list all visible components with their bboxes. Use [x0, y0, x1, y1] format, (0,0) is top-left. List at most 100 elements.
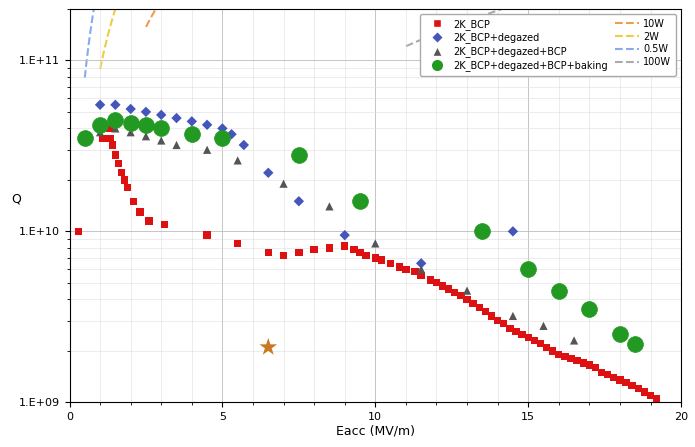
2K_BCP: [293, 249, 304, 256]
2K_BCP: [107, 141, 118, 148]
Legend: 2K_BCP, 2K_BCP+degazed, 2K_BCP+degazed+BCP, 2K_BCP+degazed+BCP+baking, 10W, 2W, : 2K_BCP, 2K_BCP+degazed, 2K_BCP+degazed+B…: [420, 14, 676, 76]
10W: [144, 21, 152, 26]
2K_BCP: [116, 169, 127, 177]
Y-axis label: Q: Q: [11, 193, 21, 206]
2K_BCP+degazed: [95, 101, 106, 108]
2K_BCP: [492, 317, 503, 325]
2K_BCP: [437, 282, 448, 289]
2K_BCP: [425, 276, 436, 283]
10W: [142, 24, 150, 30]
2K_BCP+degazed: [339, 232, 350, 239]
2K_BCP: [370, 254, 381, 261]
2K_BCP: [614, 376, 626, 384]
2K_BCP+degazed+BCP: [278, 180, 289, 187]
2K_BCP+degazed+BCP+baking: [110, 116, 121, 123]
2K_BCP+degazed: [238, 141, 250, 148]
2K_BCP: [400, 266, 411, 273]
2K_BCP: [263, 249, 274, 256]
2K_BCP: [510, 328, 521, 335]
2K_BCP: [498, 320, 509, 327]
2K_BCP+degazed+BCP: [232, 157, 243, 164]
2K_BCP: [639, 388, 650, 396]
0.5W: [81, 75, 89, 80]
2K_BCP+degazed+BCP+baking: [156, 125, 167, 132]
2K_BCP+degazed: [507, 228, 518, 235]
2K_BCP: [128, 198, 139, 205]
2K_BCP: [158, 221, 170, 228]
2K_BCP: [416, 272, 427, 279]
2K_BCP+degazed+BCP+baking: [584, 306, 595, 313]
2K_BCP+degazed+BCP+baking: [125, 119, 136, 127]
2W: [98, 57, 106, 63]
2K_BCP+degazed+BCP+baking: [523, 266, 534, 273]
Line: 10W: 10W: [146, 0, 681, 27]
2K_BCP: [394, 263, 405, 270]
2K_BCP: [278, 252, 289, 259]
2K_BCP+degazed+BCP: [140, 133, 152, 140]
2K_BCP: [535, 340, 546, 347]
2K_BCP+degazed+BCP: [171, 141, 182, 148]
2K_BCP: [232, 240, 243, 247]
2K_BCP+degazed+BCP+baking: [95, 121, 106, 128]
2K_BCP+degazed: [202, 121, 213, 128]
2K_BCP+degazed: [110, 101, 121, 108]
2K_BCP+degazed+BCP+baking: [140, 121, 152, 128]
2K_BCP+degazed+BCP: [110, 125, 121, 132]
2K_BCP: [584, 362, 595, 369]
2K_BCP: [119, 176, 130, 183]
2K_BCP: [559, 353, 571, 360]
2K_BCP: [449, 289, 460, 296]
2K_BCP: [443, 286, 455, 293]
2K_BCP: [627, 382, 638, 389]
Line: 0.5W: 0.5W: [85, 0, 329, 78]
2K_BCP+degazed+BCP+baking: [186, 131, 197, 138]
2K_BCP: [621, 379, 632, 386]
2K_BCP+degazed+BCP+baking: [354, 198, 366, 205]
2K_BCP: [97, 135, 108, 142]
2K_BCP+degazed: [186, 118, 197, 125]
2K_BCP: [529, 337, 540, 344]
2K_BCP+degazed+BCP: [202, 146, 213, 153]
2K_BCP+degazed+BCP+baking: [79, 135, 90, 142]
2K_BCP: [651, 395, 662, 402]
2K_BCP+degazed+BCP: [324, 203, 335, 210]
2K_BCP: [632, 385, 644, 392]
2K_BCP: [645, 392, 656, 399]
2K_BCP: [324, 245, 335, 252]
2K_BCP+degazed: [226, 131, 237, 138]
X-axis label: Eacc (MV/m): Eacc (MV/m): [336, 425, 415, 438]
2K_BCP+degazed: [140, 108, 152, 115]
2K_BCP: [202, 232, 213, 239]
2K_BCP+degazed: [125, 105, 136, 113]
2K_BCP: [602, 371, 613, 378]
2K_BCP+degazed+BCP+baking: [553, 287, 564, 294]
2K_BCP: [309, 246, 320, 253]
2W: [96, 66, 104, 72]
2K_BCP: [110, 152, 121, 159]
2K_BCP: [547, 347, 558, 354]
0.5W: [81, 67, 90, 73]
2K_BCP: [590, 364, 601, 371]
2K_BCP: [143, 217, 154, 224]
2K_BCP+degazed+BCP+baking: [477, 228, 488, 235]
2K_BCP+degazed: [293, 198, 304, 205]
2K_BCP: [461, 296, 473, 303]
2K_BCP+degazed: [217, 125, 228, 132]
2K_BCP: [354, 249, 366, 256]
2K_BCP: [480, 308, 491, 315]
2K_BCP+degazed+BCP+baking: [217, 135, 228, 142]
2K_BCP+degazed: [263, 169, 274, 177]
2K_BCP: [608, 374, 619, 381]
2K_BCP+degazed+BCP: [569, 337, 580, 344]
2K_BCP+degazed+BCP: [461, 287, 473, 294]
2K_BCP+degazed+BCP: [538, 322, 549, 329]
2K_BCP: [339, 243, 350, 250]
2K_BCP: [505, 325, 516, 332]
2K_BCP+degazed+BCP: [156, 137, 167, 144]
2K_BCP: [105, 135, 116, 142]
2K_BCP: [73, 228, 84, 235]
2K_BCP+degazed+BCP+baking: [614, 331, 626, 338]
2K_BCP: [523, 334, 534, 341]
2K_BCP: [431, 279, 442, 287]
2K_BCP+degazed+BCP+baking: [293, 152, 304, 159]
